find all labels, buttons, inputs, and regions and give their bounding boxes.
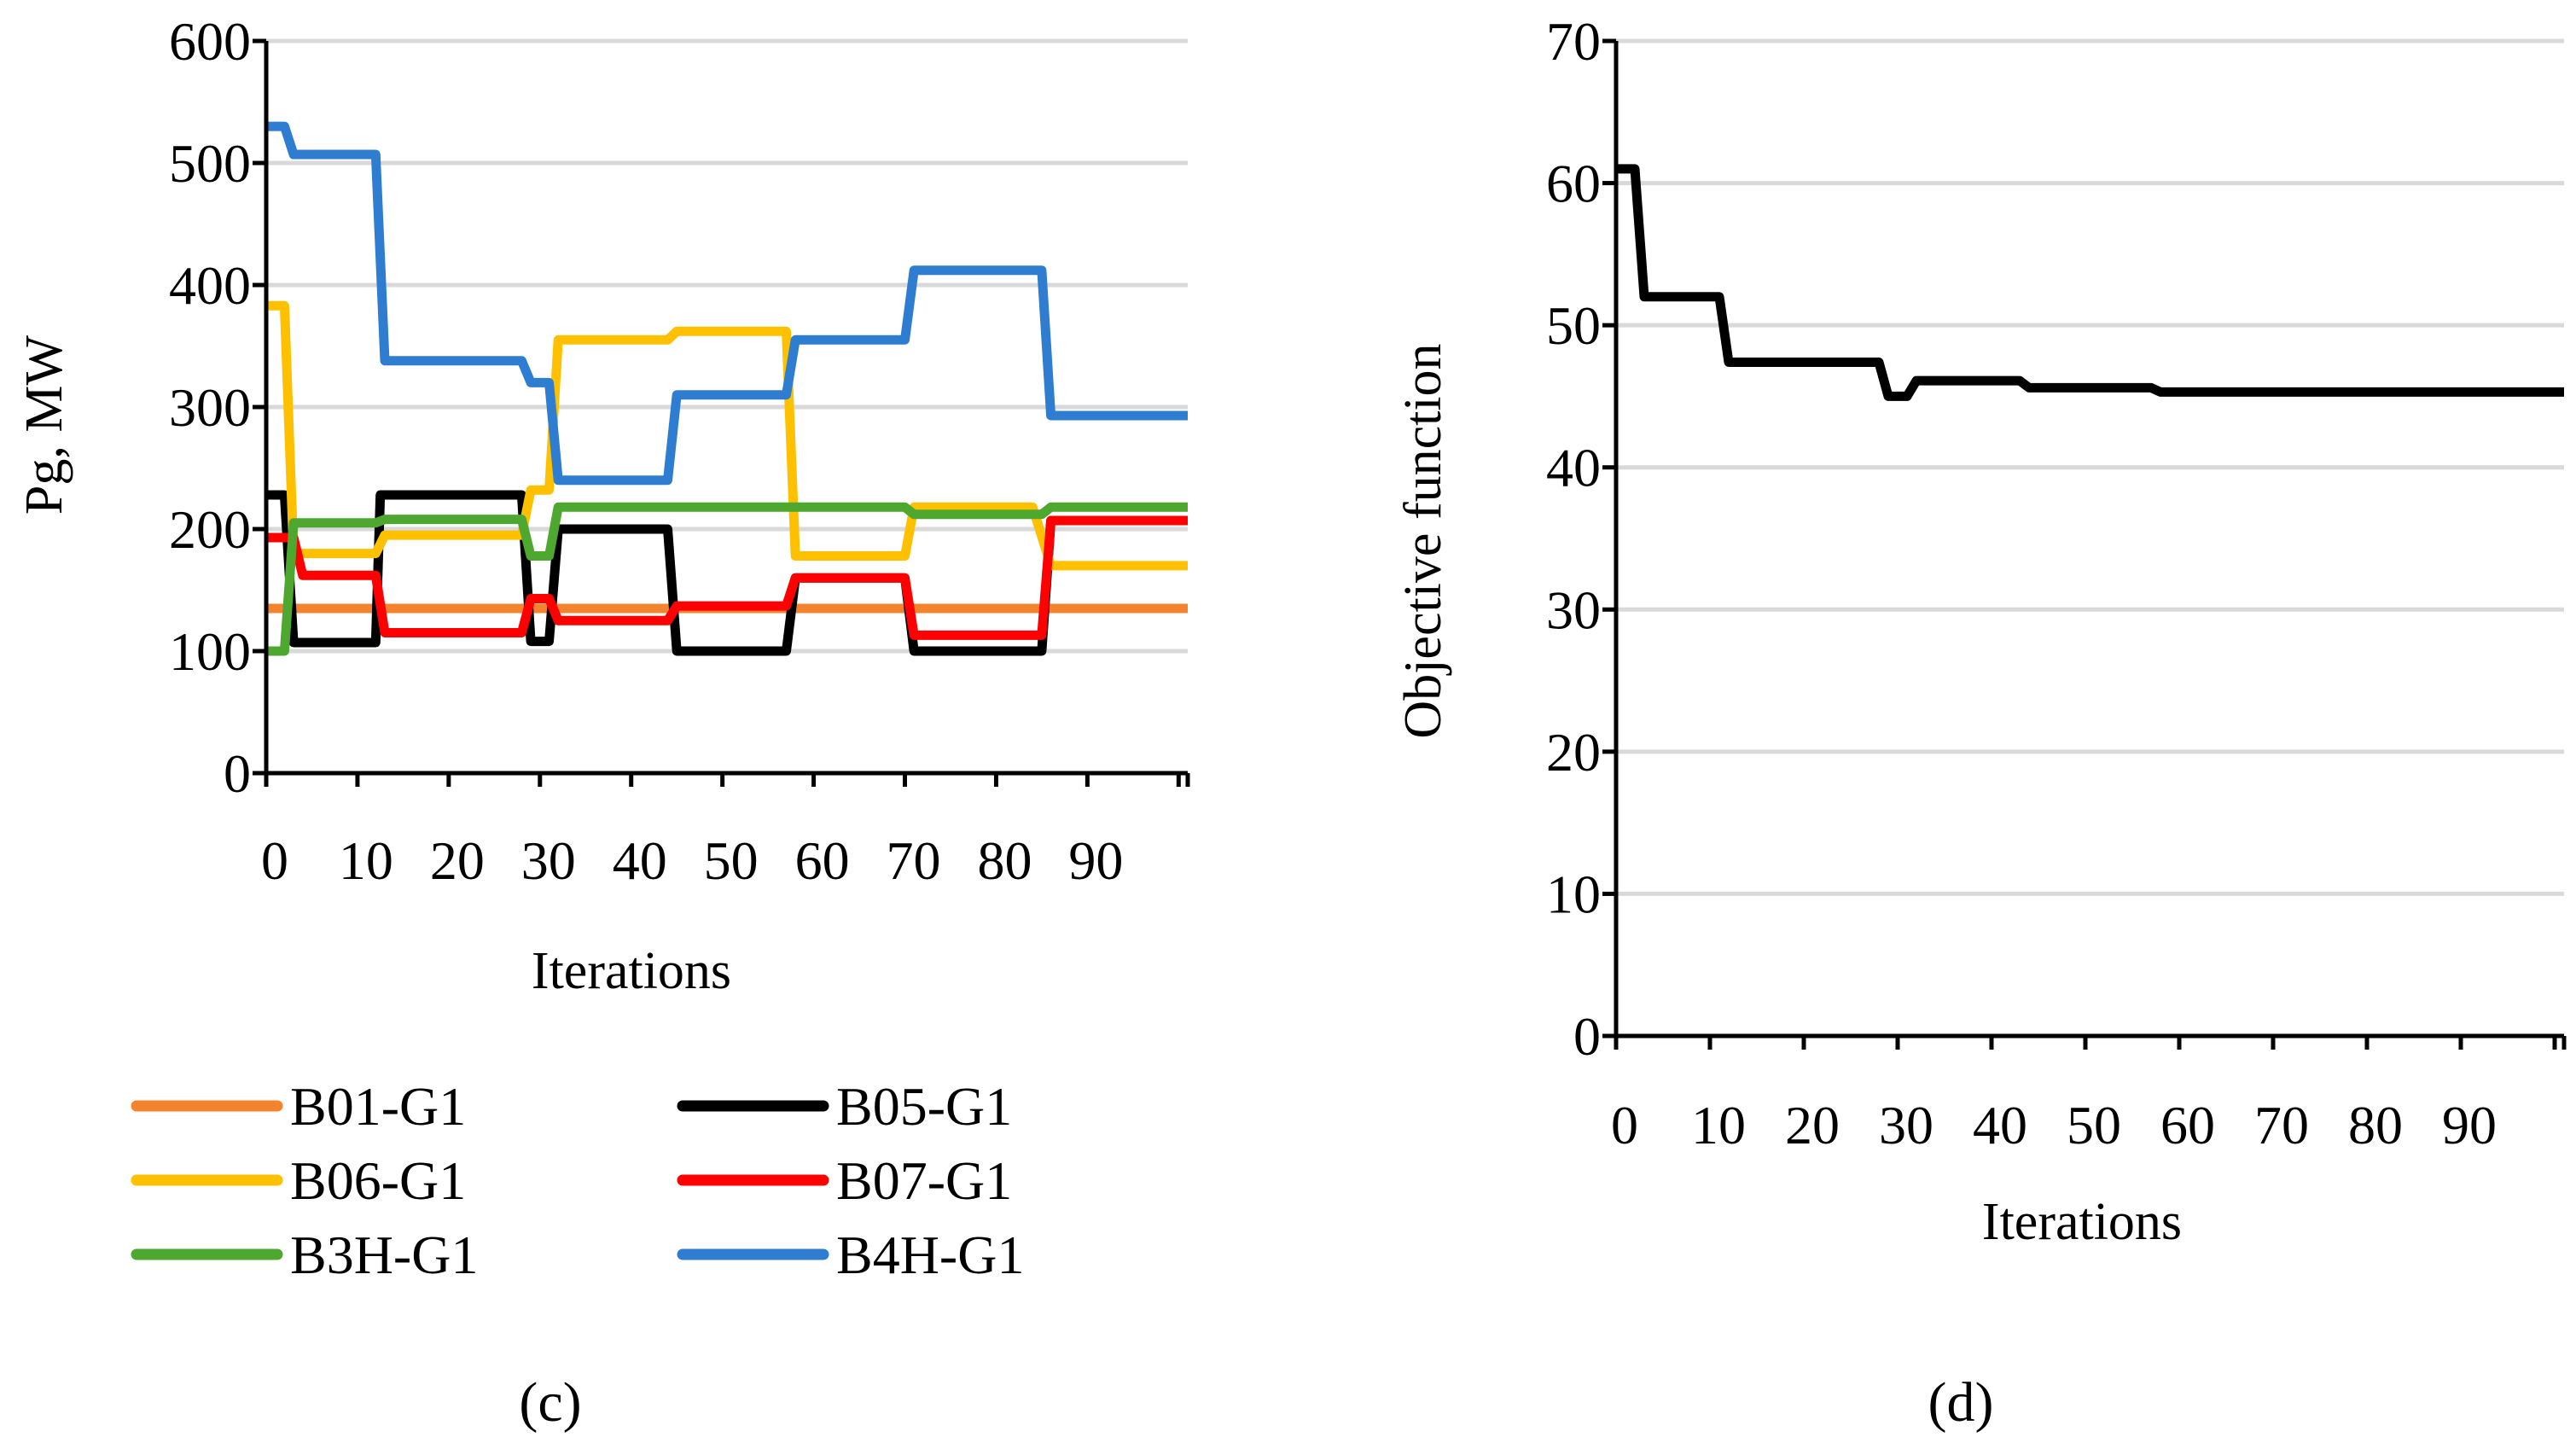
legend-label: B4H-G1 [836,1225,1024,1285]
x-tick-label-c: 70 [887,830,941,891]
y-axis-label-c: Pg, MW [15,335,73,515]
y-tick-label-d: 20 [1546,722,1601,783]
series-line-b4h-g1 [266,121,1188,486]
y-tick-label-d: 60 [1546,154,1601,214]
x-axis-label-d: Iterations [1982,1193,2182,1251]
x-tick-label-c: 60 [795,830,850,891]
y-tick-label-c: 0 [224,743,251,804]
series-line-objective-function [1616,164,2564,401]
y-tick-label-d: 10 [1546,864,1601,924]
x-tick-label-c: 40 [613,830,667,891]
x-tick-label-c: 80 [977,830,1032,891]
series-c [266,121,1188,656]
legend-label: B06-G1 [290,1150,466,1211]
chart-panel-d: 0 10 20 30 40 50 60 70 0 10 20 30 40 50 60 70 80 90 Itera… [1394,11,2567,1434]
legend-label: B3H-G1 [290,1225,478,1285]
y-axis-label-d: Objective function [1394,343,1452,738]
y-tick-label-c: 200 [169,499,251,560]
tick-labels-c: 0 100 200 300 400 500 600 0 10 20 30 40 50 60 70 80 90 [169,11,1123,891]
grid-d [1616,38,2564,896]
x-tick-label-d: 30 [1879,1095,1933,1155]
y-tick-label-c: 600 [169,11,251,72]
chart-panel-c: 0 100 200 300 400 500 600 0 10 20 30 40 50 60 70 80 90 I… [15,11,1190,1434]
legend-c: B01-G1 B05-G1 B06-G1 B07-G1 B3H-G1 B4H-G1 [131,1076,1024,1285]
tick-labels-d: 0 10 20 30 40 50 60 70 0 10 20 30 40 50 60 70 80 90 [1546,11,2497,1155]
x-tick-label-d: 50 [2067,1095,2121,1155]
axes-c [253,38,1190,787]
x-tick-label-d: 10 [1691,1095,1746,1155]
x-tick-label-c: 10 [339,830,393,891]
x-tick-label-c: 50 [704,830,759,891]
y-tick-label-c: 400 [169,255,251,316]
y-tick-label-d: 40 [1546,438,1601,498]
legend-label: B07-G1 [836,1150,1012,1211]
x-axis-label-c: Iterations [532,942,731,1000]
x-tick-label-d: 70 [2254,1095,2309,1155]
legend-label: B01-G1 [290,1076,466,1137]
x-tick-label-d: 60 [2160,1095,2215,1155]
legend-label: B05-G1 [836,1076,1012,1137]
x-tick-label-c: 20 [430,830,485,891]
y-tick-label-d: 30 [1546,579,1601,640]
y-tick-label-c: 300 [169,377,251,438]
panel-label-d: (d) [1928,1371,1994,1434]
x-tick-label-c: 90 [1068,830,1123,891]
panel-label-c: (c) [519,1371,581,1434]
series-line-b06-g1 [266,300,1188,571]
x-tick-label-c: 30 [521,830,576,891]
x-tick-label-d: 90 [2442,1095,2497,1155]
series-d [1616,164,2564,401]
x-tick-label-c: 0 [261,830,288,891]
axes-d [1602,38,2567,1050]
series-line-b05-g1 [266,490,1188,656]
x-tick-label-d: 40 [1973,1095,2027,1155]
x-tick-label-d: 80 [2348,1095,2403,1155]
y-tick-label-d: 0 [1573,1006,1601,1067]
y-tick-label-c: 500 [169,133,251,194]
y-tick-label-d: 70 [1546,11,1601,72]
x-tick-label-d: 20 [1785,1095,1840,1155]
series-line-b07-g1 [266,515,1188,640]
y-tick-label-c: 100 [169,621,251,682]
y-tick-label-d: 50 [1546,295,1601,356]
x-tick-label-d: 0 [1611,1095,1638,1155]
series-line-b3h-g1 [266,502,1188,656]
